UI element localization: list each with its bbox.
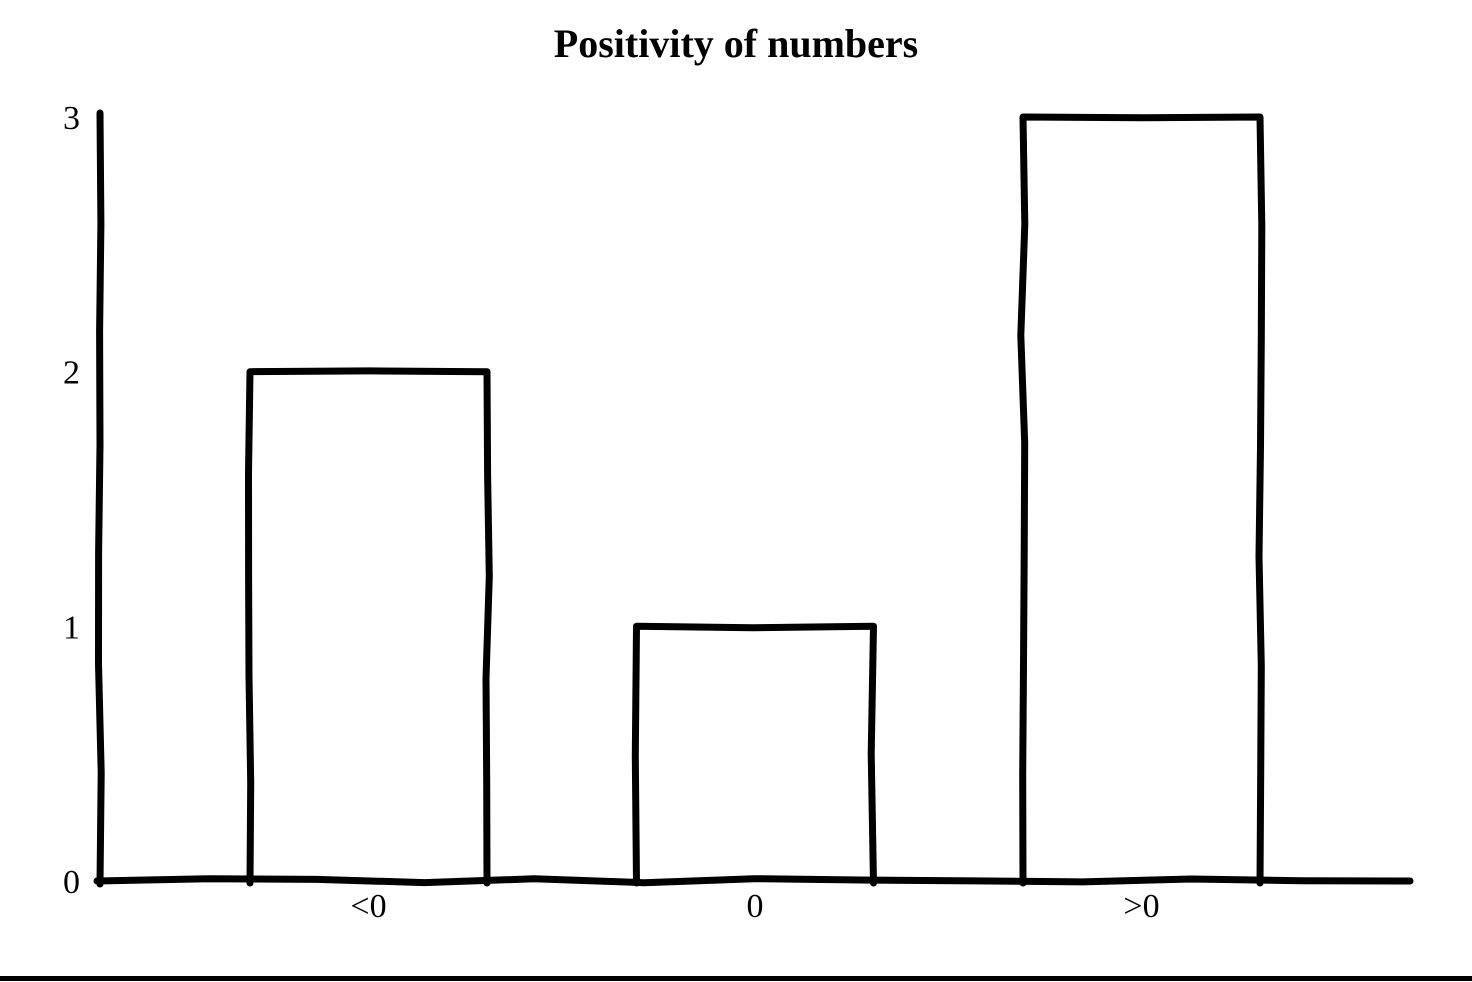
chart-title: Positivity of numbers — [553, 21, 919, 66]
x-axis-line — [93, 875, 1414, 887]
y-tick-label-3: 3 — [63, 100, 80, 137]
x-category-label-0: <0 — [350, 888, 386, 925]
y-axis-line — [95, 109, 105, 888]
y-tick-label-1: 1 — [63, 609, 80, 646]
y-tick-label-2: 2 — [63, 355, 80, 392]
bar-0 — [245, 367, 493, 887]
x-category-label-1: 0 — [747, 888, 764, 925]
y-tick-label-0: 0 — [63, 864, 80, 901]
bottom-rule — [0, 976, 1472, 981]
bar-1 — [631, 622, 877, 887]
bar-2 — [1017, 113, 1266, 887]
x-category-label-2: >0 — [1123, 888, 1159, 925]
